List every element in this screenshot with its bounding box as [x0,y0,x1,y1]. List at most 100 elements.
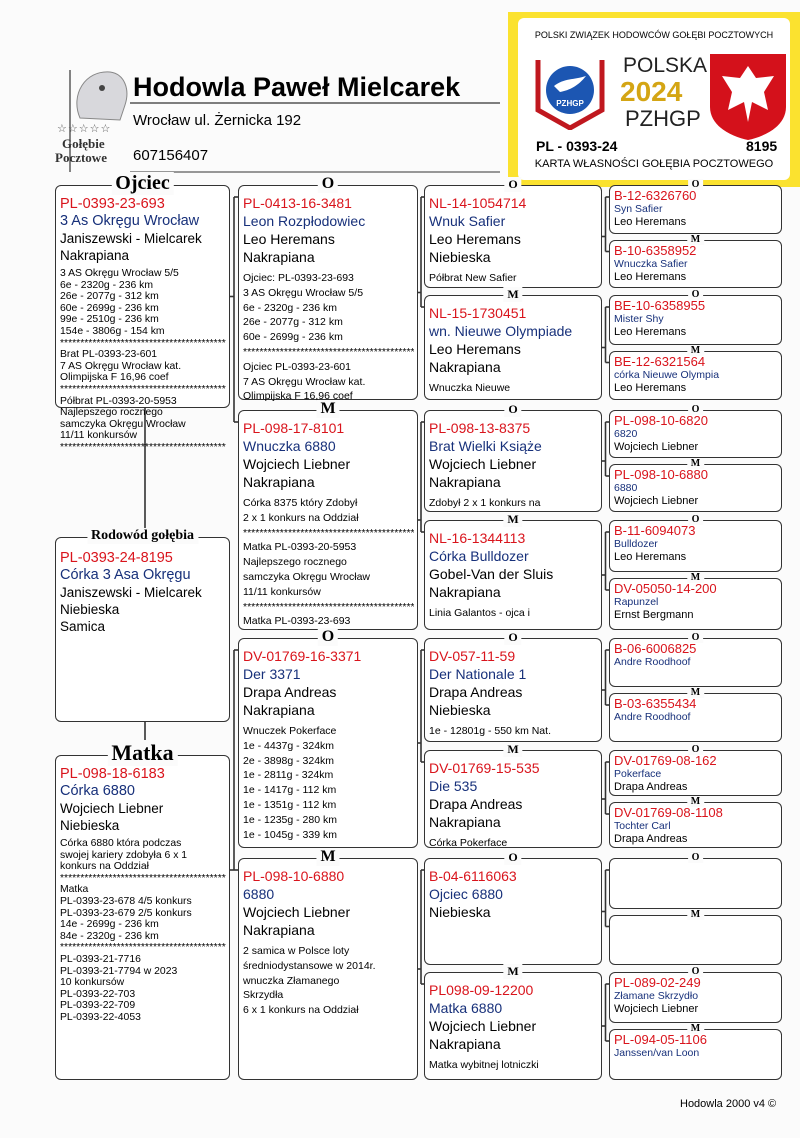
note-line: 1e - 1417g - 112 km [243,785,337,797]
pigeon-detail: Nakrapiana [429,359,501,375]
pigeon-name: wn. Nieuwe Olympiade [429,323,573,339]
pigeon-name: 6820 [614,428,638,440]
parent-label: M [686,1023,705,1034]
ring-number: BE-12-6321564 [614,353,706,369]
pigeon-detail: Wojciech Liebner [429,456,537,472]
pedigree-box: M DV-01769-08-1108 Tochter Carl Drapa Andre… [609,796,782,848]
box-content: PL-098-10-6880 6880 Wojciech Liebner [614,467,778,508]
pedigree-box: Matka PL-098-18-6183 Córka 6880 Wojciech Li… [55,740,230,1080]
pigeon-name: Złamane Skrzydło [614,990,699,1002]
note-line: Matka PL-0393-23-693 [243,616,351,628]
note-line: ****************************************… [60,337,226,349]
note-line: Półbrat PL-0393-20-5953 [60,395,177,407]
note-line: średniodystansowe w 2014r. [243,960,376,972]
box-content: NL-14-1054714 Wnuk Safier Leo Heremans Nieb… [429,194,598,285]
box-content: DV-01769-08-1108 Tochter Carl Drapa Andrea… [614,805,778,846]
card-org: POLSKI ZWIĄZEK HODOWCÓW GOŁĘBI POCZTOWYC… [534,30,774,40]
breeder: Drapa Andreas [614,781,688,793]
pigeon-detail: Wojciech Liebner [243,456,351,472]
note-line: swojej kariery zdobyła 6 x 1 [60,849,188,861]
pedigree-box: M DV-01769-15-535 Die 535 Drapa Andreas Nakr… [424,742,602,850]
notes: 2 samica w Polsce loty średniodystansowe … [243,943,414,1017]
ring-number: NL-15-1730451 [429,305,527,321]
parent-label: M [503,512,523,527]
pigeon-detail: Janiszewski - Mielcarek [60,231,202,246]
notes: Córka 8375 który Zdobył 2 x 1 konkurs na … [243,495,414,628]
pigeon-name: Mister Shy [614,313,664,325]
pigeon-detail: Nakrapiana [243,249,315,265]
note-line: 84e - 2320g - 236 km [60,930,159,942]
card-number: 8195 [746,138,778,154]
parent-label: M [316,848,340,866]
breeder: Drapa Andreas [614,833,688,845]
card-country: POLSKA [623,54,708,77]
pigeon-name: Die 535 [429,778,478,794]
note-line: 10 konkursów [60,977,125,989]
pedigree-box: M DV-05050-14-200 Rapunzel Ernst Bergmann [609,572,782,630]
pigeon-name: Brat Wielki Książe [429,438,542,454]
box-content: B-12-6326760 Syn Safier Leo Heremans [614,188,778,229]
note-line: Córka Pokerface [429,838,508,849]
parent-label: O [317,175,339,193]
ring-number: PL-0393-23-693 [60,196,165,212]
pedigree-box: M B-03-6355434 Andre Roodhoof [609,687,782,742]
pigeon-detail: Wojciech Liebner [429,1018,537,1034]
notes: Córka Pokerface [429,835,598,850]
parent-label: M [686,572,705,583]
parent-label: Matka [107,740,178,766]
logo-stars: ☆☆☆☆☆ [57,123,112,135]
pigeon-name: 6880 [614,482,638,494]
breeder: Wojciech Liebner [614,495,699,507]
ring-number: PL-094-05-1106 [614,1032,707,1047]
parent-label: O [317,628,339,646]
ring-number: B-12-6326760 [614,188,697,203]
note-line: 7 AS Okręgu Wrocław kat. [243,376,366,388]
pigeon-detail: Wojciech Liebner [60,801,164,816]
pigeon-name: 3 As Okręgu Wrocław [60,213,200,229]
note-line: PL-0393-21-7794 w 2023 [60,965,178,977]
note-line: 1e - 1351g - 112 km [243,799,337,811]
ring-number: DV-01769-16-3371 [243,648,362,664]
pigeon-detail: Niebieska [60,818,120,833]
box-content: PL-098-18-6183 Córka 6880 Wojciech Liebner… [60,766,226,1024]
logo-bird [554,76,586,92]
box-content: PL-098-17-8101 Wnuczka 6880 Wojciech Liebn… [243,419,414,628]
ring-number: B-03-6355434 [614,696,697,711]
pigeon-detail: Gobel-Van der Sluis [429,566,554,582]
footer: Hodowla 2000 v4 © [680,1098,777,1110]
address: Wrocław ul. Żernicka 192 [133,112,302,129]
note-line: Ojciec PL-0393-23-601 [243,361,351,373]
pigeon-name: Matka 6880 [429,1000,503,1016]
notes: Matka wybitnej lotniczki [429,1057,598,1072]
pigeon-eye [99,85,105,91]
note-line: wnuczka Złamanego [243,975,340,987]
note-line: Olimpijska F 16,96 coef [243,391,353,403]
parent-label: O [687,632,704,643]
parent-label: O [504,630,522,645]
note-line: ****************************************… [60,383,226,395]
notes: Półbrat New Safier [429,270,598,285]
note-line: Wnuczka Nieuwe [429,383,511,394]
pigeon-detail: Nakrapiana [429,814,501,830]
ring-number: BE-10-6358955 [614,298,706,313]
pigeon-detail: Nakrapiana [243,702,315,718]
card-caption: KARTA WŁASNOŚCI GOŁĘBIA POCZTOWEGO [534,158,774,170]
notes: 3 AS Okręgu Wrocław 5/5 6e - 2320g - 236 … [60,268,226,454]
parent-label: O [687,744,704,755]
pigeon-name: Córka 6880 [60,783,135,799]
parent-label: O [687,404,704,415]
pedigree-box: O PL-0413-16-3481 Leon Rozpłodowiec Leo Her… [238,175,418,403]
note-line: Skrzydła [243,990,284,1002]
notes: Wnuczka Nieuwe [429,380,598,395]
card-brand: PZHGP [625,106,701,131]
ring-number: PL-098-10-6820 [614,413,708,428]
note-line: Ojciec: PL-0393-23-693 [243,273,354,284]
pzhgp-logo: PZHGP [535,60,605,130]
pedigree-box: M NL-15-1730451 wn. Nieuwe Olympiade Leo He… [424,287,602,400]
pedigree-box: M PL-094-05-1106 Janssen/van Loon [609,1023,782,1080]
ring-number: PL-098-17-8101 [243,420,345,436]
pigeon-detail: Drapa Andreas [429,684,523,700]
ring-number: B-06-6006825 [614,641,697,656]
note-line: 1e - 1045g - 339 km [243,829,337,841]
pedigree-box: O B-12-6326760 Syn Safier Leo Heremans [609,179,782,234]
